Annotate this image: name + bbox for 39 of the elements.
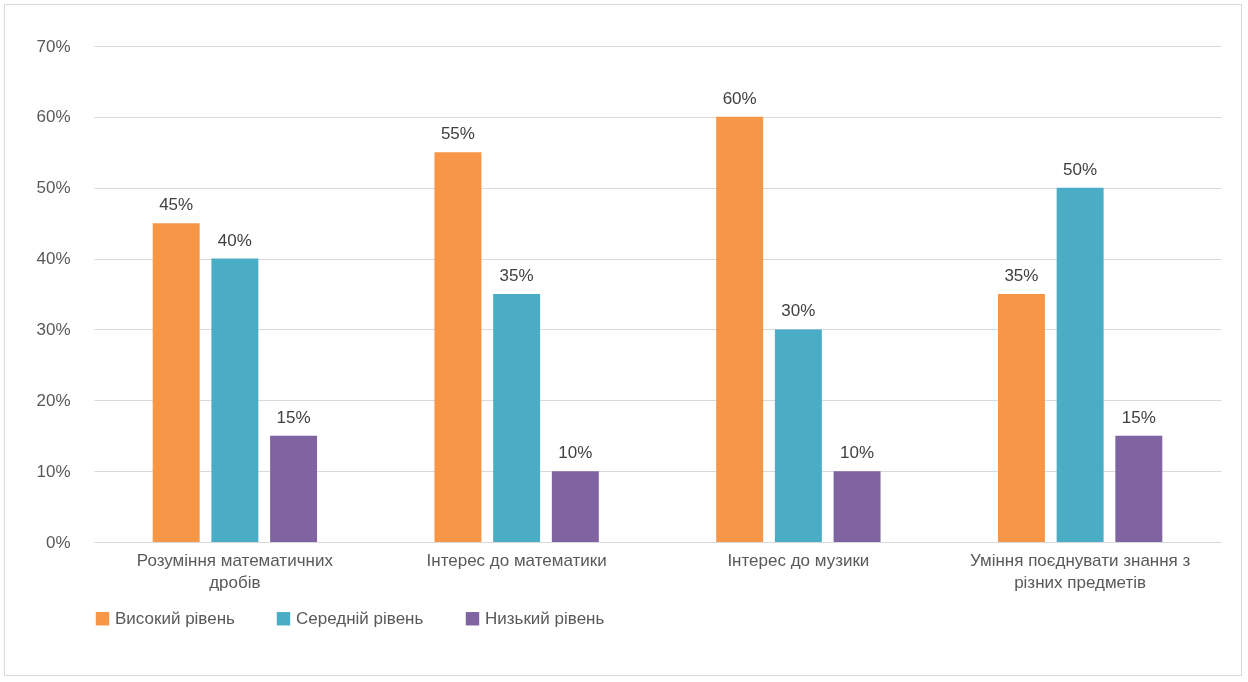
bar bbox=[774, 329, 822, 542]
data-label: 10% bbox=[558, 443, 593, 463]
y-tick-label: 40% bbox=[36, 249, 71, 269]
y-tick-label: 70% bbox=[36, 36, 71, 56]
y-tick-label: 0% bbox=[45, 532, 71, 552]
bar bbox=[152, 223, 200, 542]
legend-label: Середній рівень bbox=[296, 608, 424, 628]
bar bbox=[270, 435, 318, 542]
x-tick-label: Уміння поєднувати знання з різних предметів bbox=[969, 550, 1191, 592]
data-label: 60% bbox=[722, 88, 757, 108]
y-tick-label: 10% bbox=[36, 461, 71, 481]
data-label: 15% bbox=[276, 407, 311, 427]
data-label: 30% bbox=[781, 301, 816, 321]
data-label: 15% bbox=[1121, 407, 1156, 427]
bar bbox=[833, 471, 881, 542]
data-label: 45% bbox=[159, 195, 194, 215]
data-label: 35% bbox=[499, 266, 534, 285]
data-label: 35% bbox=[1004, 266, 1039, 285]
bar bbox=[1056, 187, 1104, 542]
data-label: 10% bbox=[840, 443, 875, 463]
data-label: 55% bbox=[440, 124, 475, 144]
bar bbox=[551, 471, 599, 542]
data-label: 40% bbox=[217, 230, 252, 250]
y-tick-label: 20% bbox=[36, 390, 71, 410]
x-tick-label: Інтерес до музики bbox=[727, 550, 870, 570]
legend-label: Низький рівень bbox=[485, 608, 605, 628]
bar bbox=[1115, 435, 1163, 542]
bar bbox=[716, 116, 764, 542]
x-tick-label: Розуміння математичних дробів bbox=[136, 550, 334, 592]
bar bbox=[434, 152, 482, 542]
bar bbox=[997, 294, 1045, 542]
y-tick-label: 50% bbox=[36, 178, 71, 198]
y-tick-label: 60% bbox=[36, 107, 71, 127]
y-tick-label: 30% bbox=[36, 319, 71, 339]
legend-label: Високий рівень bbox=[115, 608, 236, 628]
bar bbox=[493, 294, 541, 542]
x-tick-label: Інтерес до математики bbox=[426, 550, 607, 570]
data-label: 50% bbox=[1063, 159, 1098, 179]
bar bbox=[211, 258, 259, 542]
